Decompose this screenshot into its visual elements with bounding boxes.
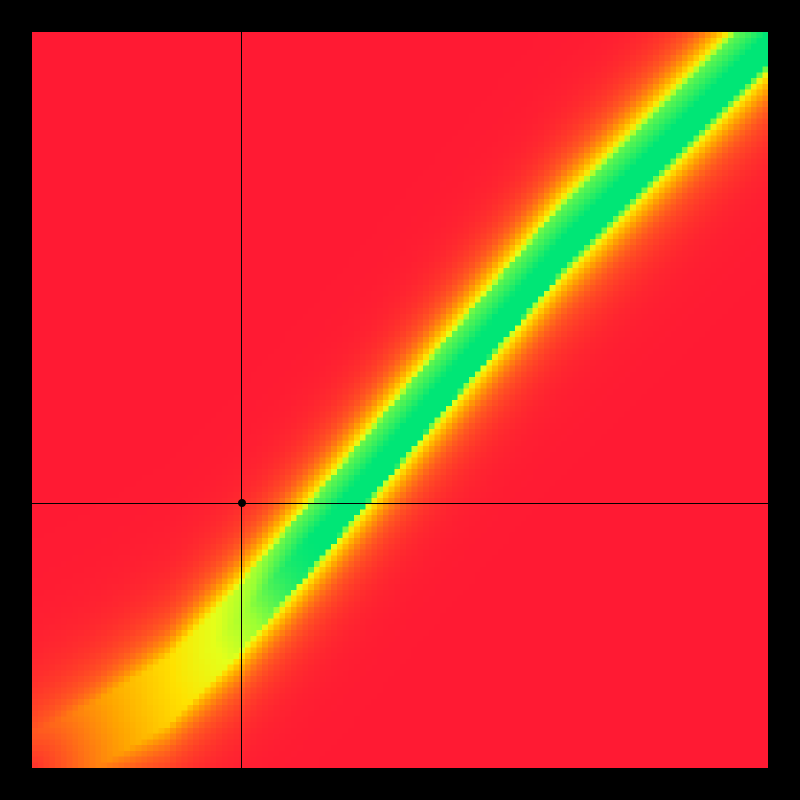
watermark-text: TheBottleneck.com	[586, 6, 770, 29]
crosshair-horizontal	[32, 503, 768, 504]
bottleneck-heatmap	[32, 32, 768, 768]
crosshair-vertical	[241, 32, 242, 768]
selected-point-marker	[238, 499, 246, 507]
chart-container: TheBottleneck.com	[0, 0, 800, 800]
